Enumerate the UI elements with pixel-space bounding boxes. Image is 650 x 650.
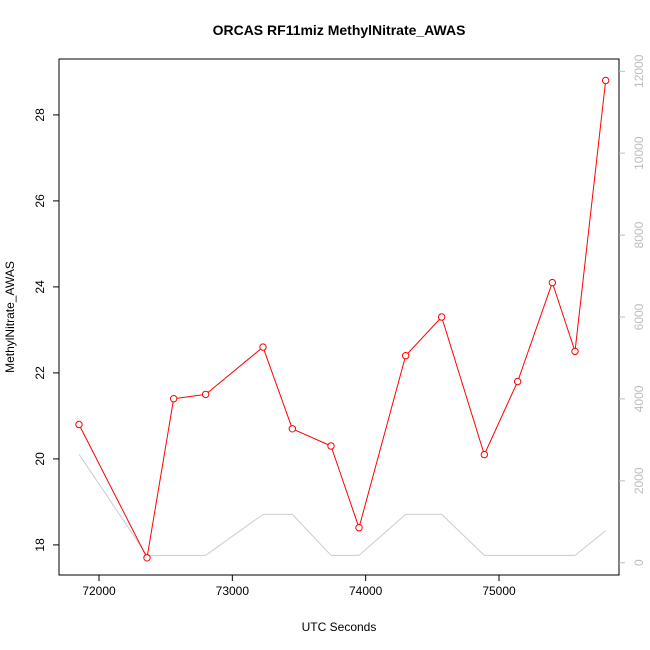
data-point: [571, 347, 579, 356]
x-axis: 72000 73000 74000 75000: [82, 575, 516, 598]
data-point: [327, 442, 335, 450]
data-point: [143, 554, 151, 562]
series-layer: [75, 76, 610, 562]
plot-area-frame: [58, 58, 620, 576]
y2-tick-label: 4000: [632, 385, 646, 412]
y-tick-label: 20: [33, 452, 47, 466]
series-left-segment: [358, 355, 407, 528]
series-left-segment: [574, 80, 607, 352]
data-point: [401, 352, 410, 360]
series-left-segment: [405, 316, 443, 357]
series-right-segment: [574, 530, 606, 556]
data-point: [169, 395, 178, 403]
series-right-segment: [78, 453, 148, 556]
y2-tick-label: 10000: [632, 136, 646, 170]
chart-title: ORCAS RF11miz MethylNitrate_AWAS: [213, 22, 466, 38]
y-axis-left: 18 20 22 24 26 28: [33, 108, 59, 552]
data-point: [480, 450, 489, 459]
series-left-segment: [146, 398, 175, 558]
y-tick-label: 24: [33, 280, 47, 294]
y-axis-right: 0 2000 4000 6000 8000 10000 12000: [619, 54, 646, 566]
series-left-segment: [262, 346, 293, 429]
data-point: [75, 420, 83, 429]
y2-tick-label: 12000: [632, 54, 646, 88]
x-tick-label: 74000: [349, 584, 383, 598]
data-point: [259, 343, 267, 351]
series-left-segment: [441, 316, 485, 455]
series-left-segment: [78, 424, 148, 559]
series-left-segment: [205, 346, 264, 395]
x-axis-label: UTC Seconds: [302, 620, 377, 634]
series-left-segment: [173, 393, 206, 400]
y-tick-label: 26: [33, 194, 47, 208]
x-tick-label: 75000: [482, 584, 516, 598]
series-left-segment: [292, 428, 332, 447]
y-tick-label: 28: [33, 108, 47, 122]
data-point: [601, 76, 610, 85]
series-right-segment: [441, 514, 485, 556]
x-tick-label: 72000: [82, 584, 116, 598]
series-left-segment: [483, 381, 519, 455]
y2-tick-label: 8000: [632, 221, 646, 248]
y2-tick-label: 6000: [632, 303, 646, 330]
y-tick-label: 18: [33, 538, 47, 552]
y-axis-label: MethylNitrate_AWAS: [3, 261, 17, 373]
data-point: [513, 377, 522, 386]
series-left-segment: [330, 445, 360, 528]
series-right-segment: [358, 514, 406, 556]
data-point: [437, 313, 446, 321]
data-point: [355, 524, 363, 532]
series-right-segment: [205, 513, 264, 556]
series-left-segment: [551, 282, 576, 352]
y-tick-label: 22: [33, 366, 47, 380]
data-point: [548, 278, 557, 287]
series-right-segment: [291, 514, 332, 556]
y2-tick-label: 2000: [632, 467, 646, 494]
data-point: [201, 390, 210, 399]
data-point: [288, 425, 297, 433]
y2-tick-label: 0: [632, 559, 646, 566]
series-left-segment: [517, 282, 553, 382]
x-tick-label: 73000: [216, 584, 250, 598]
